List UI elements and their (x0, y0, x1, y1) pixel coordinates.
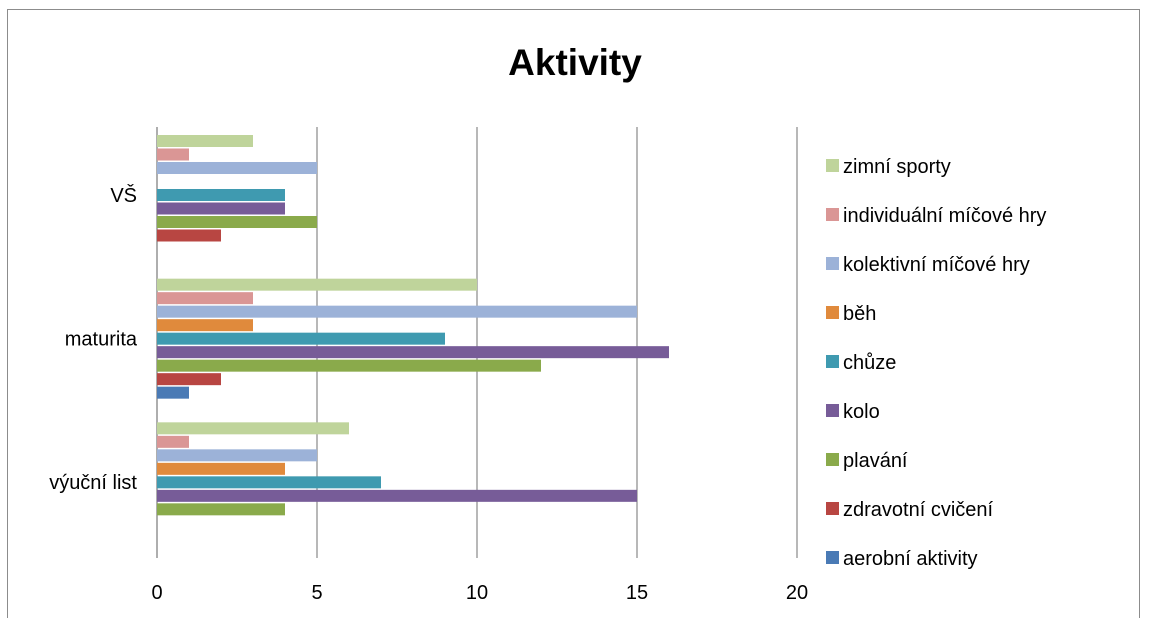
category-label: výuční list (49, 472, 137, 494)
legend-swatch (826, 453, 839, 466)
legend-label: aerobní aktivity (843, 548, 978, 570)
bar-kolektivní-míčové-hry-0 (157, 449, 317, 462)
bar-běh-1 (157, 319, 253, 332)
legend-swatch (826, 502, 839, 515)
bar-zdravotní-cvičení-1 (157, 373, 221, 386)
bar-plavání-0 (157, 503, 285, 516)
x-tick-label: 15 (626, 582, 648, 604)
chart-title: Aktivity (508, 42, 642, 83)
legend-label: individuální míčové hry (843, 205, 1046, 227)
bar-zimní-sporty-1 (157, 278, 477, 291)
bar-kolektivní-míčové-hry-1 (157, 305, 637, 318)
legend-label: zimní sporty (843, 156, 951, 178)
category-label: VŠ (110, 184, 137, 207)
legend-label: kolo (843, 401, 880, 423)
legend-swatch (826, 306, 839, 319)
legend-swatch (826, 551, 839, 564)
legend-swatch (826, 404, 839, 417)
bar-chůze-0 (157, 476, 381, 489)
legend-swatch (826, 257, 839, 270)
bar-individuální-míčové-hry-1 (157, 292, 253, 305)
bar-individuální-míčové-hry-2 (157, 148, 189, 161)
bar-plavání-1 (157, 359, 541, 372)
legend-swatch (826, 159, 839, 172)
bar-plavání-2 (157, 216, 317, 228)
category-label: maturita (65, 328, 138, 350)
bar-kolo-2 (157, 202, 285, 215)
x-tick-label: 5 (311, 582, 322, 604)
bar-aerobní-aktivity-1 (157, 386, 189, 399)
x-tick-label: 10 (466, 582, 488, 604)
legend-swatch (826, 355, 839, 368)
bar-chůze-1 (157, 332, 445, 345)
legend-label: zdravotní cvičení (843, 499, 994, 521)
legend-label: běh (843, 303, 876, 325)
legend-label: plavání (843, 450, 908, 472)
x-tick-label: 0 (151, 582, 162, 604)
bar-individuální-míčové-hry-0 (157, 435, 189, 448)
bar-kolektivní-míčové-hry-2 (157, 162, 317, 174)
bar-chůze-2 (157, 189, 285, 201)
bar-zdravotní-cvičení-2 (157, 229, 221, 242)
bar-běh-0 (157, 462, 285, 475)
legend-label: kolektivní míčové hry (843, 254, 1030, 276)
bar-kolo-0 (157, 489, 637, 502)
bar-kolo-1 (157, 346, 669, 359)
bar-zimní-sporty-2 (157, 135, 253, 147)
x-tick-label: 20 (786, 582, 808, 604)
bar-zimní-sporty-0 (157, 422, 349, 435)
legend-swatch (826, 208, 839, 221)
legend-label: chůze (843, 352, 896, 374)
